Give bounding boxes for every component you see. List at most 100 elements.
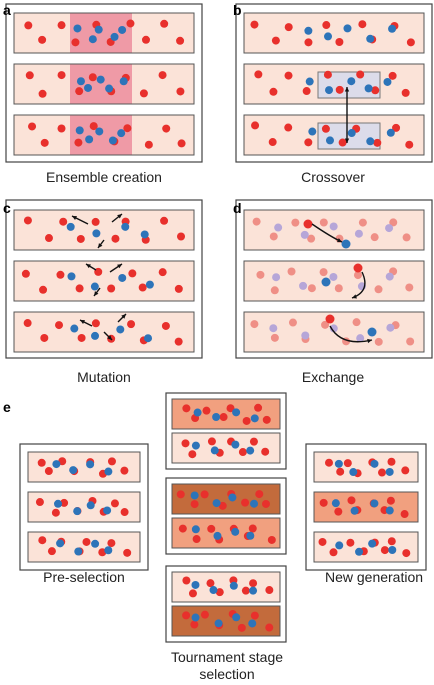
a2-red-2 [57, 124, 66, 133]
c2-blue-3 [144, 334, 153, 343]
pre2-blue-1 [74, 547, 83, 556]
ng1-red-7 [400, 510, 409, 519]
t00-blue-3 [250, 414, 259, 423]
c2-red-2 [55, 321, 64, 330]
panel-a-strip-outline-2 [13, 114, 195, 156]
ng0-red-2 [343, 459, 352, 468]
pre2-blue-2 [91, 539, 100, 548]
pre2-red-6 [107, 539, 116, 548]
c0-blue-0 [66, 222, 75, 231]
panel-a-letter: a [3, 2, 11, 18]
pre1-blue-1 [73, 507, 82, 516]
b2-red-5 [338, 138, 347, 147]
pre1-red-6 [110, 499, 119, 508]
c0-blue-1 [92, 229, 101, 238]
pre0-blue-2 [86, 460, 95, 469]
c0-red-0 [23, 216, 32, 225]
c0-red-9 [177, 232, 186, 241]
t00-red-6 [254, 403, 263, 412]
b1-red-9 [401, 88, 410, 97]
caption-tournament-line2: selection [199, 666, 254, 682]
c0-red-1 [44, 234, 53, 243]
pre0-blue-1 [69, 466, 78, 475]
a1-blue-3 [105, 84, 114, 93]
t21-blue-2 [232, 613, 241, 622]
t00-red-3 [219, 413, 228, 422]
d2-blue-4 [386, 323, 395, 332]
t01-blue-3 [246, 446, 255, 455]
panel-a-strip-outline-1 [13, 63, 195, 105]
a0-blue-0 [73, 24, 82, 33]
ng2-blue-3 [388, 545, 397, 554]
a2-red-8 [162, 124, 171, 133]
pre1-red-1 [51, 508, 60, 517]
exchange-red-0 [303, 219, 313, 229]
a2-red-3 [74, 138, 83, 147]
b1-red-4 [323, 70, 332, 79]
t10-red-6 [255, 490, 264, 499]
a0-blue-3 [110, 32, 119, 41]
t01-red-5 [238, 448, 247, 457]
a2-blue-1 [85, 135, 94, 144]
c1-blue-3 [145, 280, 154, 289]
c2-blue-1 [91, 331, 100, 340]
d2-red-4 [321, 320, 330, 329]
d0-blue-2 [329, 222, 338, 231]
t01-red-6 [249, 437, 258, 446]
ng2-red-7 [402, 549, 411, 558]
a2-red-7 [144, 140, 153, 149]
a2-red-4 [89, 122, 98, 131]
ng1-blue-2 [370, 499, 379, 508]
d2-red-1 [270, 333, 279, 342]
b1-red-1 [269, 87, 278, 96]
mutation-arrow-9 [117, 313, 127, 323]
c1-red-6 [128, 269, 137, 278]
b1-blue-3 [364, 84, 373, 93]
d1-blue-1 [299, 281, 308, 290]
d0-red-7 [370, 233, 379, 242]
crossover-double-arrow [344, 87, 350, 143]
d0-red-0 [252, 217, 261, 226]
pre-selection-strip-2 [27, 531, 141, 563]
a2-red-1 [40, 138, 49, 147]
a1-blue-1 [84, 83, 93, 92]
d1-red-7 [374, 285, 383, 294]
ng1-blue-3 [385, 506, 394, 515]
d2-red-9 [406, 337, 415, 346]
c2-red-0 [23, 319, 32, 328]
new-generation-strip-2 [313, 531, 419, 563]
tournament-strip-0-1 [171, 432, 281, 464]
a0-red-8 [160, 19, 169, 28]
b1-red-7 [371, 86, 380, 95]
t00-red-4 [226, 404, 235, 413]
ng2-red-1 [329, 548, 338, 557]
pre0-red-7 [120, 466, 129, 475]
panel-d-strip-1 [243, 260, 425, 302]
ng0-blue-0 [334, 459, 343, 468]
pre2-red-7 [123, 548, 132, 557]
caption-ensemble-creation: Ensemble creation [46, 169, 162, 185]
a2-blue-3 [108, 136, 117, 145]
exchange-blue-2 [367, 327, 377, 337]
d2-blue-2 [329, 324, 338, 333]
exchange-blue-0 [341, 239, 351, 249]
a2-red-6 [123, 124, 132, 133]
b0-red-2 [284, 23, 293, 32]
pre1-blue-0 [54, 499, 63, 508]
b0-blue-1 [324, 32, 333, 41]
c1-red-9 [174, 284, 183, 293]
t21-red-1 [190, 620, 199, 629]
d1-red-5 [334, 284, 343, 293]
pre2-red-0 [38, 536, 47, 545]
b2-red-8 [392, 123, 401, 132]
a0-red-1 [38, 35, 47, 44]
t01-blue-0 [191, 441, 200, 450]
panel-d-letter: d [233, 200, 242, 216]
c1-red-8 [158, 268, 167, 277]
d1-blue-4 [385, 272, 394, 281]
panel-c-letter: c [3, 200, 11, 216]
ng0-blue-1 [349, 468, 358, 477]
c2-blue-0 [70, 324, 79, 333]
b2-red-7 [373, 138, 382, 147]
